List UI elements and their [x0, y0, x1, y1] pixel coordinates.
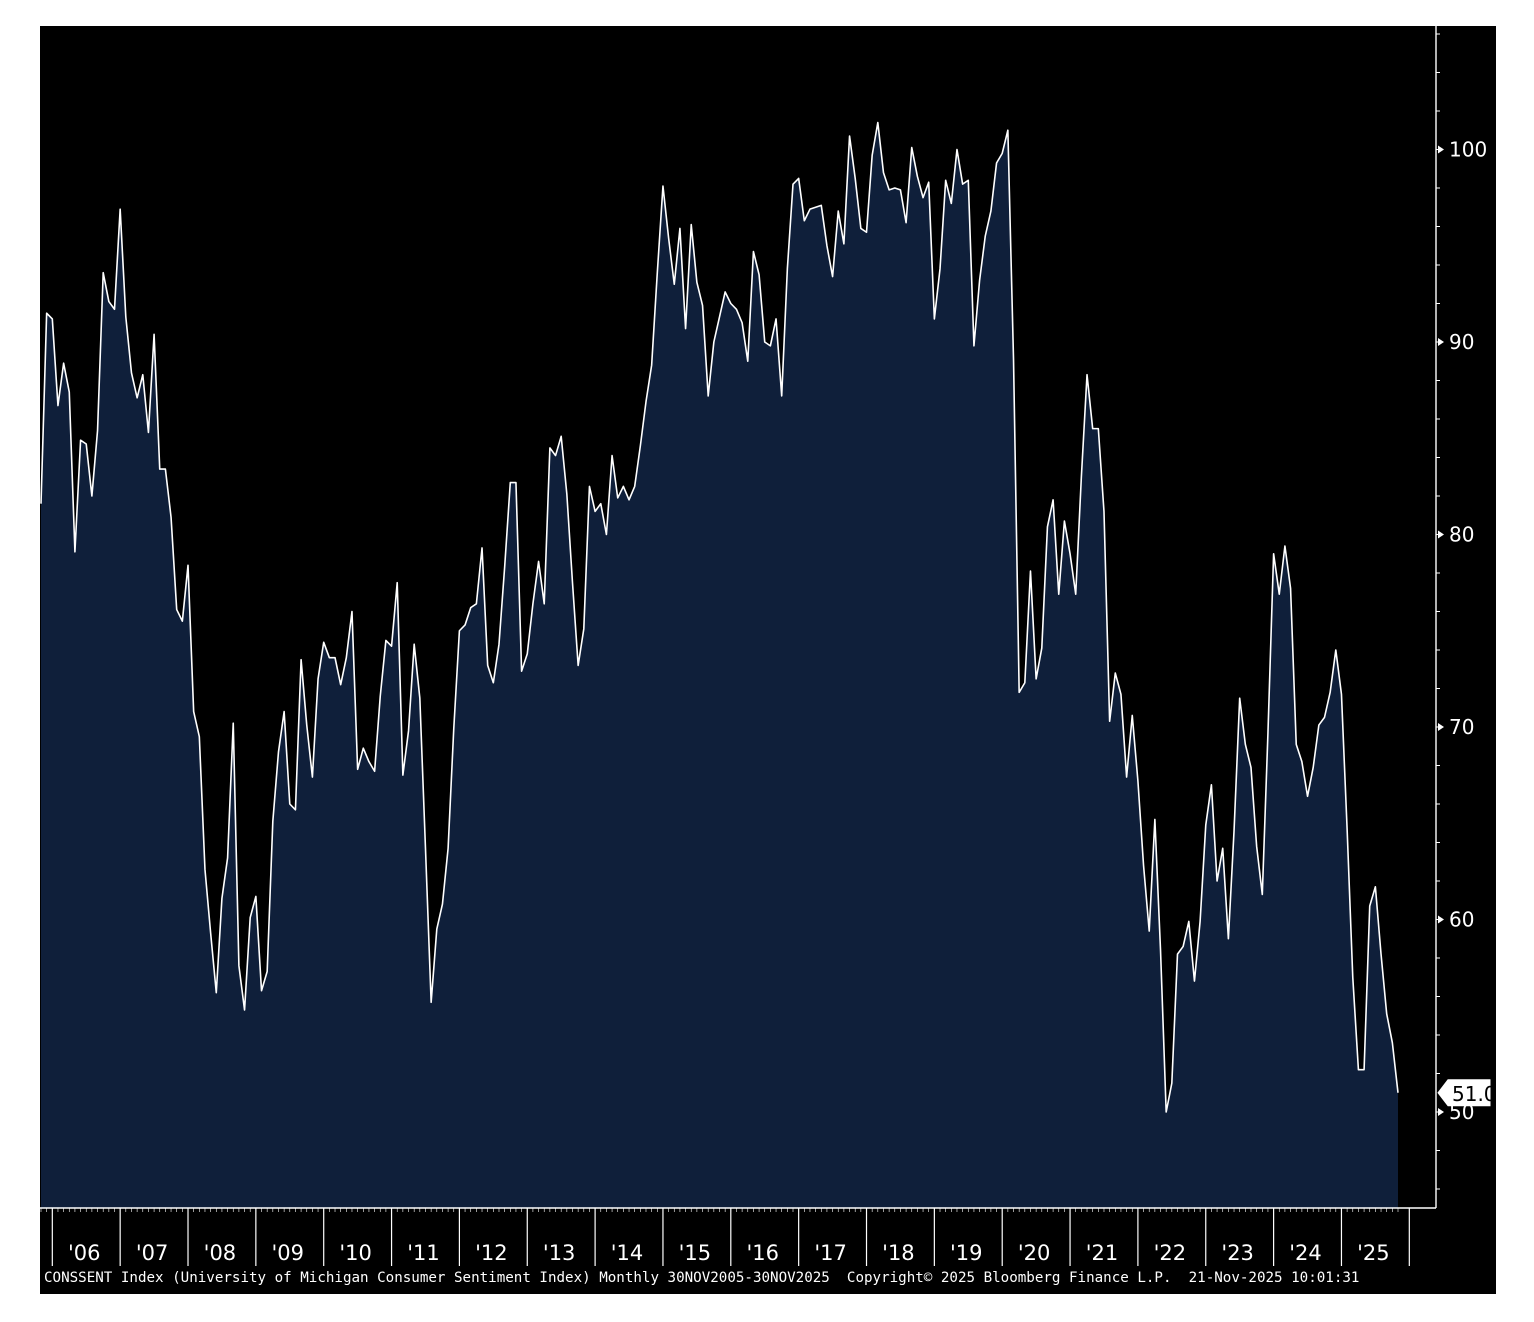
x-tick-label: '10 [339, 1241, 372, 1265]
x-tick-label: '22 [1154, 1241, 1187, 1265]
x-tick-label: '20 [1018, 1241, 1051, 1265]
series-line [40, 121, 1399, 1113]
y-tick-label: 60 [1449, 908, 1474, 932]
x-tick-label: '19 [950, 1241, 983, 1265]
y-tick-arrow [1438, 145, 1444, 154]
chart-frame: 50 60 70 80 90 100 '06'07'08'09'10'11'12'13'1… [40, 26, 1496, 1294]
footer-timestamp: 21-Nov-2025 10:01:31 [1188, 1270, 1360, 1286]
x-tick-label: '13 [543, 1241, 576, 1265]
y-tick-arrow [1438, 1108, 1444, 1116]
x-tick-label: '06 [68, 1241, 101, 1265]
series-area [41, 122, 1398, 1208]
footer-description: CONSSENT Index (University of Michigan C… [44, 1270, 830, 1286]
x-tick-label: '18 [882, 1241, 915, 1265]
y-tick-arrow [1438, 530, 1444, 539]
last-value-label: 51.0 [1452, 1082, 1496, 1106]
x-tick-label: '15 [679, 1241, 712, 1265]
x-tick-label: '08 [204, 1241, 237, 1265]
y-tick-label: 80 [1449, 523, 1474, 547]
x-tick-label: '24 [1289, 1241, 1322, 1265]
y-tick-label: 70 [1449, 715, 1474, 739]
chart-footer: CONSSENT Index (University of Michigan C… [44, 1270, 1496, 1286]
y-tick-label: 90 [1449, 330, 1474, 354]
footer-copyright: Copyright© 2025 Bloomberg Finance L.P. [846, 1270, 1172, 1286]
last-value-badge [1437, 1079, 1491, 1107]
x-tick-label: '11 [407, 1241, 440, 1265]
x-tick-label: '17 [814, 1241, 847, 1265]
x-tick-label: '23 [1221, 1241, 1254, 1265]
y-tick-arrow [1438, 723, 1444, 731]
y-tick-label: 100 [1449, 138, 1487, 162]
x-tick-label: '21 [1086, 1241, 1119, 1265]
x-tick-label: '16 [746, 1241, 779, 1265]
x-tick-label: '14 [611, 1241, 644, 1265]
y-tick-arrow [1438, 338, 1444, 346]
x-tick-label: '12 [475, 1241, 508, 1265]
x-tick-label: '25 [1357, 1241, 1390, 1265]
y-tick-arrow [1438, 915, 1444, 924]
x-tick-label: '09 [272, 1241, 305, 1265]
x-tick-label: '07 [136, 1241, 169, 1265]
